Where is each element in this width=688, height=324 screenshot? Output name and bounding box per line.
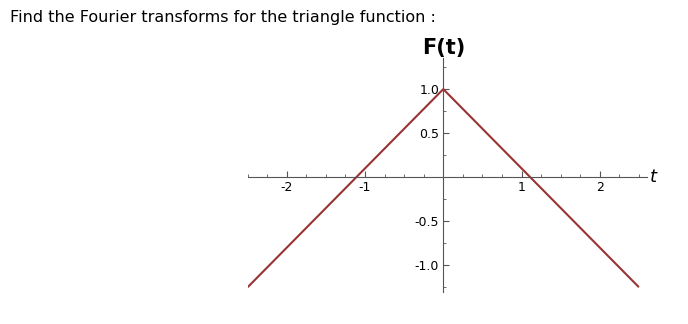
Text: Find the Fourier transforms for the triangle function :: Find the Fourier transforms for the tria… <box>10 10 436 25</box>
Text: t: t <box>650 168 657 186</box>
Text: F(t): F(t) <box>422 38 465 58</box>
